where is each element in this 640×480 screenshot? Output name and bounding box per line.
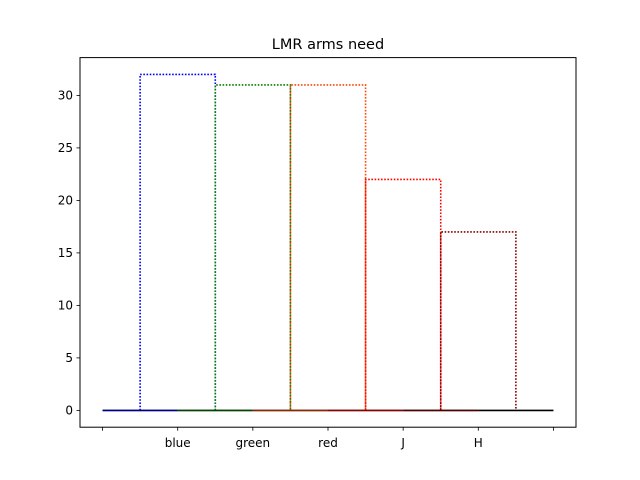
bar-blue [139, 73, 217, 411]
bar-green [214, 84, 292, 411]
y-tick-label: 15 [58, 246, 73, 260]
x-tick-label: red [318, 436, 338, 450]
y-tick-label: 30 [58, 89, 73, 103]
y-tick-label: 25 [58, 141, 73, 155]
x-tick-label: H [474, 436, 483, 450]
bar-J [364, 178, 442, 411]
plot-area [79, 57, 577, 428]
marks-layer [102, 73, 554, 412]
y-tick-label: 10 [58, 299, 73, 313]
y-tick-label: 5 [65, 351, 73, 365]
axes-layer: 0 5 10 15 20 25 30 blue green red J H [58, 89, 554, 450]
x-tick-label: green [236, 436, 271, 450]
bar-red [289, 84, 367, 411]
chart-title: LMR arms need [272, 37, 384, 53]
bar-H [439, 231, 517, 411]
x-tick-label: J [400, 436, 405, 450]
y-tick-label: 0 [65, 404, 73, 418]
y-tick-label: 20 [58, 194, 73, 208]
x-tick-label: blue [165, 436, 191, 450]
